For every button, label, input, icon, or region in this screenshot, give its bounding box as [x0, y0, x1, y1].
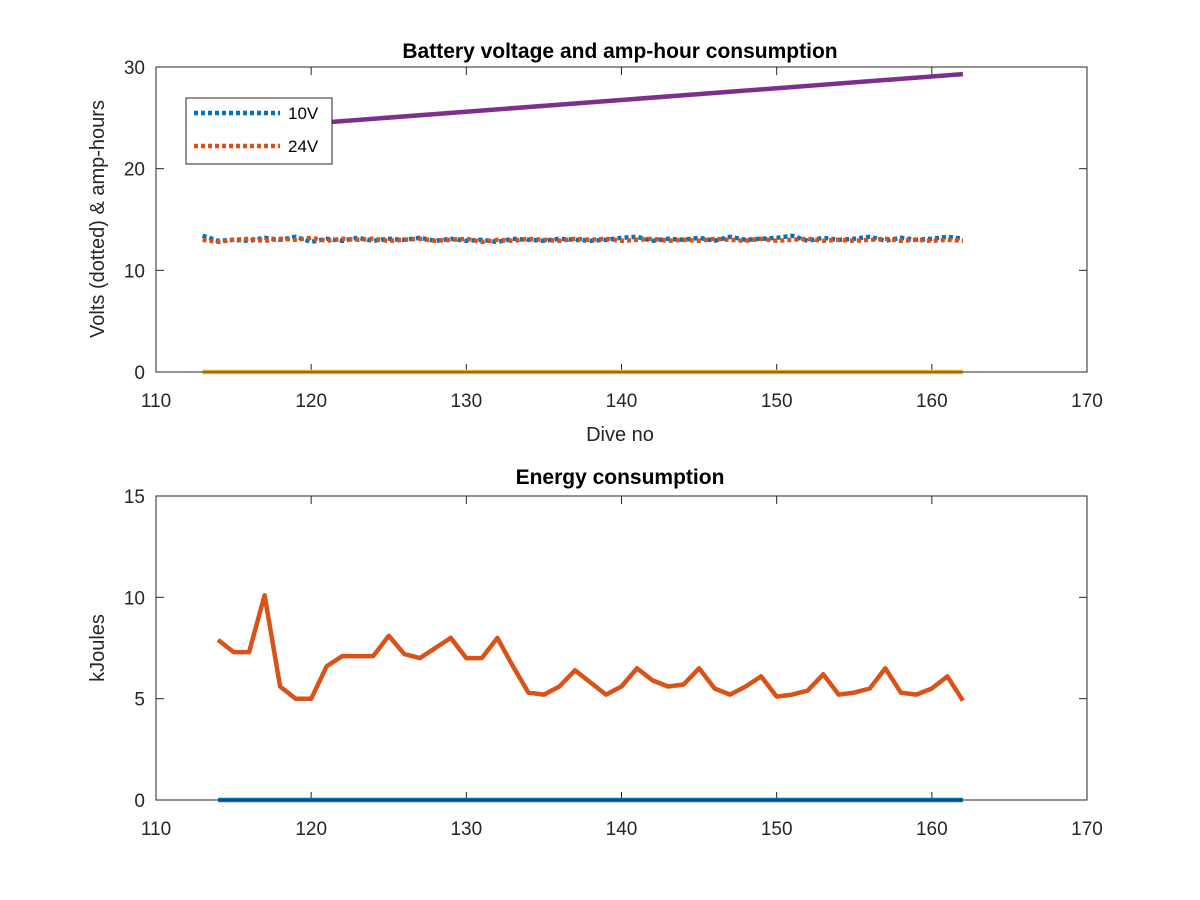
legend-box: [185, 97, 333, 165]
x-tick-label: 130: [450, 391, 482, 412]
y-tick-label: 0: [134, 791, 145, 812]
x-tick-label: 160: [916, 819, 948, 840]
top-chart-title: Battery voltage and amp-hour consumption: [402, 40, 837, 63]
bottom-chart: Energy consumption kJoules 110 120 130 140 1…: [87, 466, 1103, 840]
x-tick-label: 150: [761, 391, 793, 412]
x-tick-label: 160: [916, 391, 948, 412]
series-line-24v: [202, 235, 964, 245]
x-tick-label: 120: [295, 391, 327, 412]
series-line-2: [264, 71, 964, 130]
x-tick-label: 120: [295, 819, 327, 840]
x-tick-label: 110: [141, 819, 171, 840]
top-chart-yticks: 0 10 20 30: [124, 58, 1087, 384]
y-tick-label: 5: [134, 690, 145, 711]
top-chart: Battery voltage and amp-hour consumption…: [87, 40, 1103, 446]
legend-label-10v: 10V: [288, 104, 319, 123]
x-tick-label: 150: [761, 819, 793, 840]
x-tick-label: 130: [450, 819, 482, 840]
bottom-chart-title: Energy consumption: [516, 466, 725, 489]
bottom-chart-axes-box: [155, 495, 1088, 801]
bottom-chart-yticks: 0 5 10 15: [124, 487, 1087, 812]
series-line-0: [216, 593, 965, 702]
y-tick-label: 0: [134, 363, 145, 384]
x-tick-label: 140: [606, 819, 638, 840]
bottom-chart-series: [216, 593, 965, 803]
y-tick-label: 30: [124, 58, 145, 79]
legend-label-24v: 24V: [288, 137, 319, 156]
bottom-chart-ylabel: kJoules: [87, 614, 109, 682]
top-chart-legend: 10V 24V: [185, 97, 333, 165]
top-chart-ylabel: Volts (dotted) & amp-hours: [87, 100, 109, 338]
y-tick-label: 10: [124, 588, 145, 609]
x-tick-label: 140: [606, 391, 638, 412]
y-tick-label: 20: [124, 160, 145, 181]
y-tick-label: 15: [124, 487, 145, 508]
bottom-chart-xticks: 110 120 130 140 150 160 170: [141, 496, 1103, 840]
top-chart-xlabel: Dive no: [586, 424, 654, 446]
x-tick-label: 110: [141, 391, 171, 412]
x-tick-label: 170: [1071, 819, 1103, 840]
y-tick-label: 10: [124, 261, 145, 282]
top-chart-axes-box: [155, 66, 1088, 373]
x-tick-label: 170: [1071, 391, 1103, 412]
